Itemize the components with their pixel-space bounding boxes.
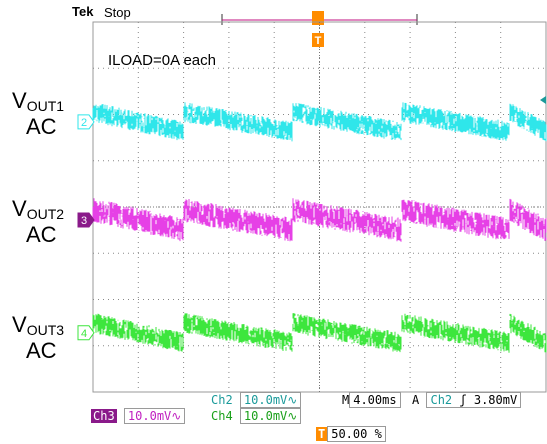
brand-logo: Tek	[72, 4, 93, 19]
ch4-scale-value: 10.0mV	[243, 409, 288, 423]
ch3-scale-readout: Ch3 10.0mV∿	[91, 408, 186, 424]
trigger-position-readout: T 50.00 %	[316, 426, 386, 442]
trigger-position-value: 50.00 %	[327, 426, 386, 442]
trigger-level-value: 3.80mV	[473, 393, 518, 407]
ch2-scale-box: 10.0mV∿	[239, 392, 302, 408]
timebase-value: 4.00ms	[349, 392, 401, 408]
svg-text:T: T	[315, 35, 322, 47]
vout3-ac: AC	[26, 338, 57, 363]
vout1-sub: OUT1	[26, 98, 65, 114]
timebase-readout: M 4.00ms	[342, 392, 401, 408]
channel-2-marker-number: 2	[81, 117, 87, 129]
channel-3-marker: 3	[77, 212, 95, 228]
trace-ch4	[92, 313, 547, 353]
channel-4-marker: 4	[77, 325, 95, 341]
ch2-scale-value: 10.0mV	[243, 393, 288, 407]
channel-3-marker-number: 3	[81, 215, 87, 227]
timebase-label: M	[342, 393, 350, 407]
vout2-sub: OUT2	[26, 206, 65, 222]
vout1-ac: AC	[26, 114, 57, 139]
ch4-scale-readout: Ch4 10.0mV∿	[211, 408, 302, 424]
ac-coupling-icon: ∿	[287, 409, 298, 423]
ch3-scale-value: 10.0mV	[127, 409, 172, 423]
vout1-label: VOUT1	[12, 90, 64, 117]
vout3-main: V	[12, 312, 27, 337]
vout2-ac: AC	[26, 222, 57, 247]
rising-edge-icon: ʃ	[459, 393, 467, 407]
ch2-scale-readout: Ch2 10.0mV∿	[211, 392, 302, 408]
trigger-position-marker-top	[312, 11, 324, 25]
ac-coupling-icon: ∿	[287, 393, 298, 407]
ch3-label: Ch3	[91, 409, 117, 423]
brand-text: Tek	[72, 4, 94, 19]
vout2-main: V	[12, 196, 27, 221]
trigger-box: Ch2 ʃ 3.80mV	[426, 392, 522, 408]
annotation-text: ILOAD=0A each	[108, 52, 216, 69]
ch2-label: Ch2	[211, 393, 233, 407]
run-state: Stop	[104, 5, 131, 20]
ac-coupling-icon: ∿	[171, 409, 182, 423]
ch3-scale-box: 10.0mV∿	[123, 408, 186, 424]
channel-4-marker-number: 4	[81, 328, 87, 340]
trigger-level-arrow	[540, 96, 546, 104]
trigger-label: A	[412, 393, 420, 407]
channel-markers: 2 3 4	[77, 114, 95, 341]
channel-2-marker: 2	[77, 114, 95, 130]
vout3-sub: OUT3	[26, 322, 65, 338]
trigger-t-icon: T	[316, 427, 328, 441]
waveform-traces	[92, 102, 547, 353]
ch4-label: Ch4	[211, 409, 233, 423]
trigger-readout: A Ch2 ʃ 3.80mV	[412, 392, 522, 408]
vout1-main: V	[12, 88, 27, 113]
trigger-source: Ch2	[430, 393, 453, 407]
vout2-label: VOUT2	[12, 198, 64, 225]
trigger-time-marker: T	[312, 33, 324, 47]
trace-ch2	[92, 102, 547, 142]
vout3-label: VOUT3	[12, 314, 64, 341]
ch4-scale-box: 10.0mV∿	[239, 408, 302, 424]
